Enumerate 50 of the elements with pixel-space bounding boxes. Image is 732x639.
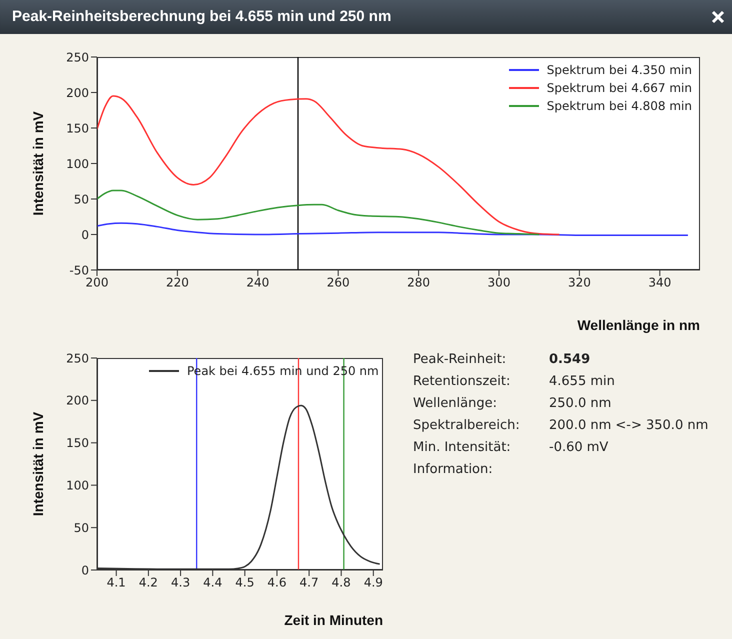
y-axis-title: Intensität in mV: [30, 411, 46, 516]
text: Wellenlänge:: [413, 396, 498, 411]
text: 250.0 nm: [549, 396, 612, 411]
chart-title: Peak-Reinheitsberechnung bei 4.655 min und 250 nm: [12, 8, 392, 25]
x-tick-label: 220: [166, 276, 189, 290]
text: Retentionszeit:: [413, 374, 512, 389]
x-tick-label: 4.9: [364, 576, 383, 590]
y-tick-label: 100: [66, 156, 89, 171]
x-tick-label: 4.1: [106, 576, 126, 590]
text: 200.0 nm <-> 350.0 nm: [549, 418, 710, 433]
text: 0.549: [549, 352, 592, 367]
text: Peak-Reinheit:: [413, 352, 508, 367]
x-tick-label: 260: [326, 276, 350, 290]
y-tick-label: 0: [81, 228, 89, 242]
y-tick-label: 250: [66, 351, 89, 366]
x-axis-title: Wellenlänge in nm: [577, 317, 700, 333]
text: Spektralbereich:: [413, 418, 521, 433]
line-series: [97, 222, 689, 236]
y-tick-label: 50: [74, 520, 89, 535]
x-tick-label: 340: [648, 276, 672, 290]
y-axis-title: Intensität in mV: [30, 110, 46, 216]
y-tick-label: 200: [66, 394, 89, 408]
x-tick-label: 4.7: [300, 576, 319, 590]
x-tick-label: 300: [488, 276, 510, 290]
text: Information:: [413, 462, 494, 477]
text: 4.655 min: [549, 374, 616, 389]
y-tick-label: 250: [66, 50, 89, 64]
y-tick-label: 200: [66, 86, 89, 100]
y-tick-label: 150: [66, 436, 89, 450]
y-tick-label: -50: [69, 263, 89, 278]
x-tick-label: 320: [568, 276, 591, 290]
y-tick-label: 150: [66, 121, 89, 136]
text: Min. Intensität:: [413, 440, 512, 455]
legend-label: Spektrum bei 4.350 min: [546, 63, 692, 77]
line-series: [97, 190, 540, 236]
x-tick-label: 4.2: [138, 576, 158, 590]
text: -0.60 mV: [549, 440, 610, 455]
x-tick-label: 4.3: [171, 576, 190, 590]
x-tick-label: 280: [407, 276, 430, 290]
x-tick-label: 4.5: [235, 576, 254, 590]
y-tick-label: 100: [66, 478, 89, 492]
legend-label: Spektrum bei 4.667 min: [546, 81, 692, 95]
x-tick-label: 240: [246, 276, 270, 290]
x-axis-title: Zeit in Minuten: [284, 612, 383, 628]
y-tick-label: 50: [74, 192, 89, 206]
x-tick-label: 4.4: [203, 576, 222, 590]
x-tick-label: 4.6: [267, 576, 286, 590]
y-tick-label: 0: [81, 563, 89, 578]
legend-label: Spektrum bei 4.808 min: [546, 99, 692, 113]
x-tick-label: 4.8: [332, 576, 351, 590]
